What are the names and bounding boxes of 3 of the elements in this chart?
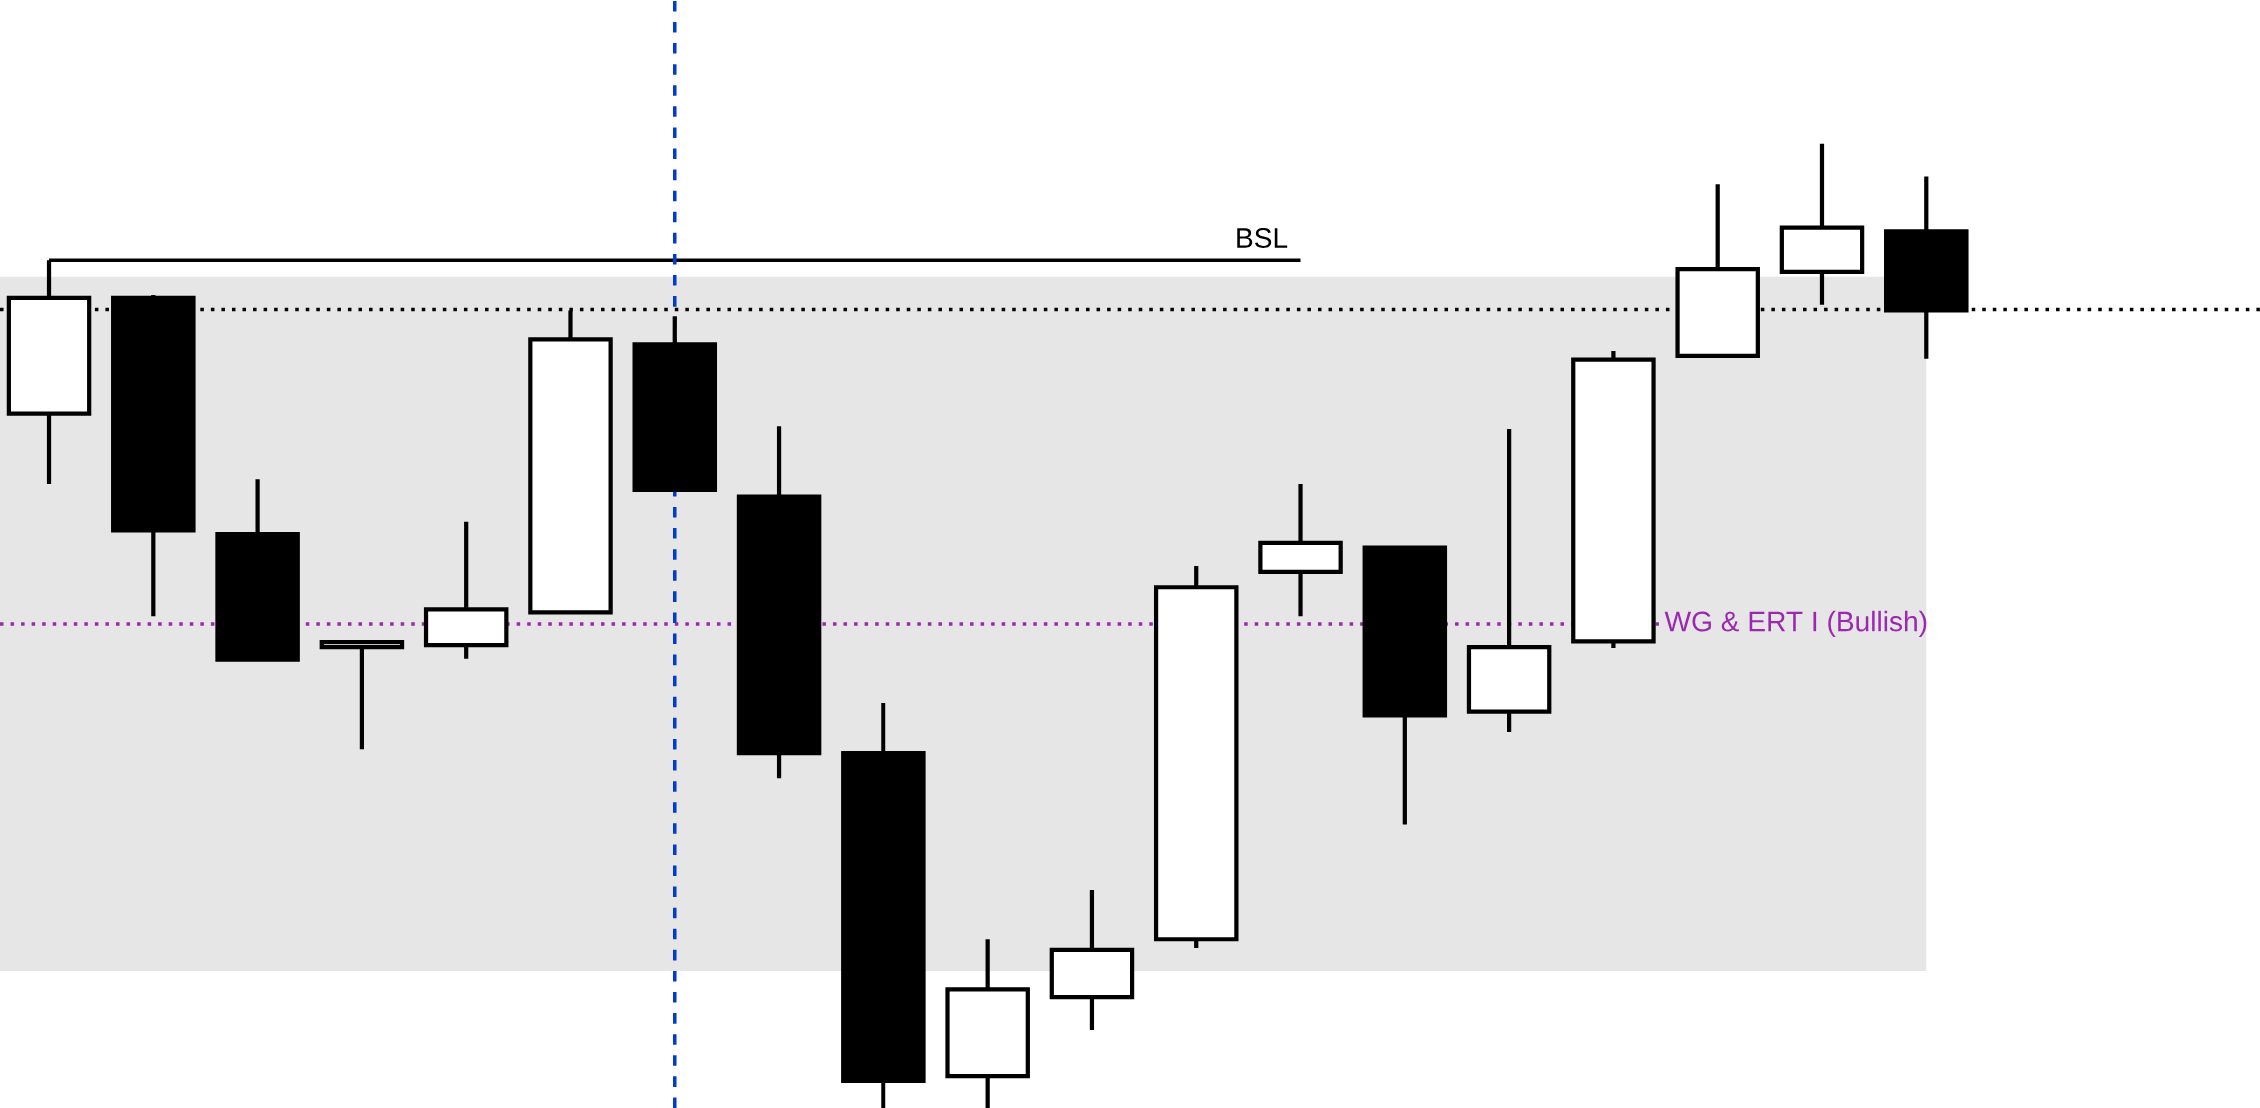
ref-line-label: BSL	[1237, 228, 1288, 248]
ref-line-label: WG & ERT I (Bullish)	[1664, 610, 1927, 638]
candlestick	[319, 640, 405, 750]
